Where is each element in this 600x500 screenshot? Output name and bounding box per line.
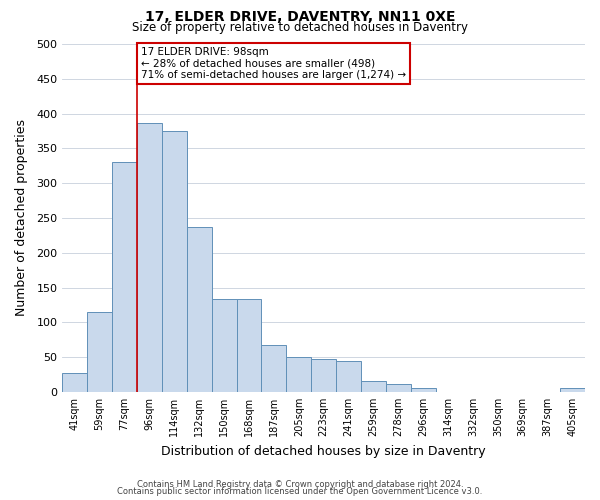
Bar (560, 388, 585, 392)
Bar (212, 300, 236, 392)
Bar (87, 312, 112, 392)
Bar (62, 373, 87, 392)
Bar (187, 227, 212, 392)
Bar (336, 360, 361, 392)
Bar (361, 382, 386, 392)
Bar (411, 388, 436, 392)
X-axis label: Distribution of detached houses by size in Daventry: Distribution of detached houses by size … (161, 444, 486, 458)
Bar (386, 384, 411, 392)
Text: Size of property relative to detached houses in Daventry: Size of property relative to detached ho… (132, 21, 468, 34)
Y-axis label: Number of detached properties: Number of detached properties (15, 120, 28, 316)
Bar (162, 131, 187, 392)
Text: 17 ELDER DRIVE: 98sqm
← 28% of detached houses are smaller (498)
71% of semi-det: 17 ELDER DRIVE: 98sqm ← 28% of detached … (141, 47, 406, 80)
Bar (236, 300, 262, 392)
Bar (112, 162, 137, 392)
Bar (262, 344, 286, 392)
Text: Contains public sector information licensed under the Open Government Licence v3: Contains public sector information licen… (118, 487, 482, 496)
Text: 17, ELDER DRIVE, DAVENTRY, NN11 0XE: 17, ELDER DRIVE, DAVENTRY, NN11 0XE (145, 10, 455, 24)
Bar (137, 122, 162, 392)
Bar (311, 359, 336, 392)
Text: Contains HM Land Registry data © Crown copyright and database right 2024.: Contains HM Land Registry data © Crown c… (137, 480, 463, 489)
Bar (286, 357, 311, 392)
